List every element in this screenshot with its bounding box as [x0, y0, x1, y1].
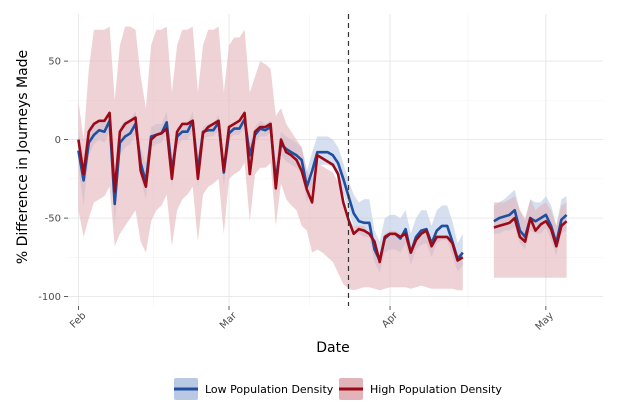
line-high-density [493, 216, 568, 248]
line-high-density [77, 111, 464, 264]
y-tick-label: 0 [55, 135, 61, 146]
band-high-density [493, 196, 567, 278]
series-lines [77, 111, 568, 264]
x-axis-title: Date [316, 340, 349, 356]
band-high-density [78, 26, 463, 291]
legend: Low Population Density High Population D… [174, 378, 502, 400]
y-tick-label: 50 [48, 57, 61, 68]
y-tick-label: -50 [45, 214, 61, 225]
y-tick-label: -100 [38, 292, 61, 303]
y-axis-title: % Difference in Journeys Made [15, 50, 31, 264]
legend-label-high-density: High Population Density [370, 383, 502, 396]
legend-label-low-density: Low Population Density [205, 383, 334, 396]
